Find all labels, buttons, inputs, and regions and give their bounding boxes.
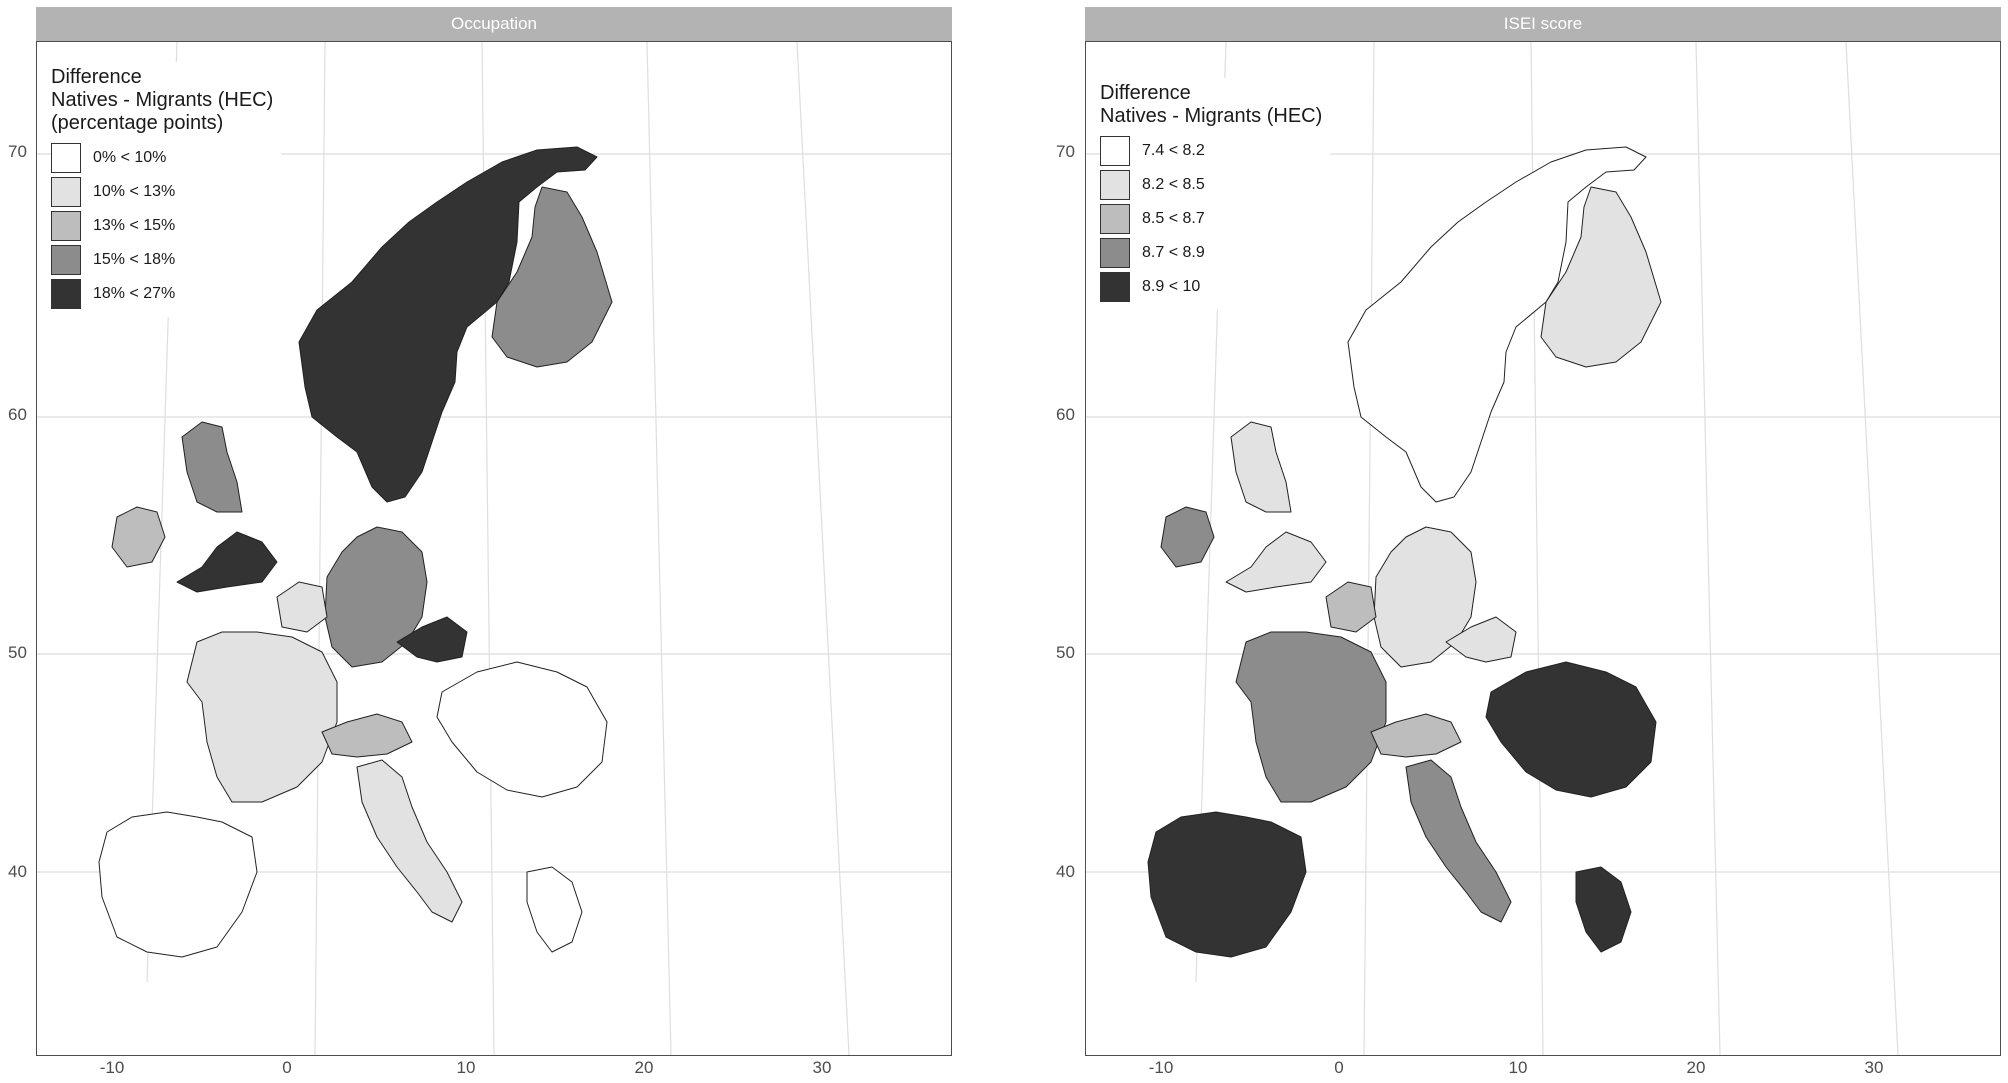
- region-greece: [1575, 866, 1632, 953]
- region-benelux: [1325, 581, 1377, 633]
- isei-map-panel: ISEI score Difference Natives - Migrants…: [1085, 7, 2001, 1056]
- legend-item: 10% < 13%: [51, 175, 273, 209]
- legend-label: 8.7 < 8.9: [1142, 244, 1205, 261]
- legend-title-line: Difference: [51, 66, 142, 88]
- legend-label: 8.5 < 8.7: [1142, 210, 1205, 227]
- x-tick-label: 0: [1334, 1058, 1344, 1077]
- map-plot-area: Difference Natives - Migrants (HEC) (per…: [36, 41, 952, 1056]
- graticule-line: [314, 42, 326, 1055]
- region-alps: [1370, 713, 1462, 758]
- region-ireland: [1160, 506, 1215, 568]
- legend-label: 15% < 18%: [93, 251, 176, 268]
- legend-title: Difference Natives - Migrants (HEC) (per…: [51, 66, 273, 135]
- legend-swatch: [51, 211, 81, 241]
- legend-swatch: [51, 177, 81, 207]
- region-finland: [491, 186, 613, 368]
- x-tick-label: 30: [812, 1058, 832, 1077]
- x-tick-label: -10: [99, 1058, 125, 1077]
- graticule-line: [1695, 42, 1721, 1055]
- legend-item: 8.5 < 8.7: [1100, 202, 1322, 236]
- legend-title-line: Natives - Migrants (HEC): [1100, 105, 1323, 127]
- region-uk-north: [1230, 421, 1292, 513]
- region-iberia: [98, 811, 258, 958]
- panel-strip-title: ISEI score: [1085, 7, 2001, 41]
- legend-swatch: [1100, 136, 1130, 166]
- region-germany: [1373, 526, 1477, 668]
- x-tick-label: 10: [456, 1058, 476, 1077]
- legend-label: 8.2 < 8.5: [1142, 176, 1205, 193]
- region-benelux: [276, 581, 328, 633]
- region-france: [1235, 631, 1387, 803]
- legend-swatch: [1100, 170, 1130, 200]
- map-legend: Difference Natives - Migrants (HEC) 7.4 …: [1100, 78, 1331, 310]
- region-czech: [1445, 616, 1517, 663]
- legend-item: 18% < 27%: [51, 277, 273, 311]
- region-czech: [396, 616, 468, 663]
- graticule-line: [1363, 42, 1375, 1055]
- region-france: [186, 631, 338, 803]
- region-germany: [324, 526, 428, 668]
- graticule-line: [646, 42, 672, 1055]
- region-uk-north: [181, 421, 243, 513]
- legend-label: 13% < 15%: [93, 217, 176, 234]
- legend-item: 15% < 18%: [51, 243, 273, 277]
- y-tick-label: 40: [1056, 862, 1075, 881]
- x-tick-label: 20: [1686, 1058, 1706, 1077]
- region-scandinavia: [298, 146, 598, 503]
- x-tick-label: 30: [1864, 1058, 1884, 1077]
- legend-item: 8.9 < 10: [1100, 270, 1322, 304]
- map-plot-area: Difference Natives - Migrants (HEC) 7.4 …: [1085, 41, 2001, 1056]
- occupation-map-panel: Occupation Difference Natives - Migrants…: [36, 7, 952, 1056]
- region-italy: [1405, 759, 1512, 923]
- y-tick-label: 60: [1056, 405, 1075, 424]
- y-tick-label: 70: [1056, 142, 1075, 161]
- legend-swatch: [1100, 272, 1130, 302]
- region-east: [436, 661, 608, 798]
- x-tick-label: 10: [1508, 1058, 1528, 1077]
- legend-label: 18% < 27%: [93, 285, 176, 302]
- region-alps: [321, 713, 413, 758]
- region-greece: [526, 866, 583, 953]
- x-tick-label: 0: [282, 1058, 292, 1077]
- y-tick-label: 50: [1056, 643, 1075, 662]
- panel-strip-title: Occupation: [36, 7, 952, 41]
- legend-swatch: [51, 279, 81, 309]
- europe-map: [1086, 42, 2000, 1055]
- region-finland: [1540, 186, 1662, 368]
- legend-item: 7.4 < 8.2: [1100, 134, 1322, 168]
- legend-item: 0% < 10%: [51, 141, 273, 175]
- legend-title-line: Difference: [1100, 82, 1191, 104]
- legend-swatch: [51, 245, 81, 275]
- legend-label: 0% < 10%: [93, 149, 167, 166]
- legend-title: Difference Natives - Migrants (HEC): [1100, 82, 1322, 128]
- europe-map: [37, 42, 951, 1055]
- region-iberia: [1147, 811, 1307, 958]
- legend-swatch: [1100, 238, 1130, 268]
- region-uk-south: [1225, 531, 1327, 593]
- legend-item: 8.7 < 8.9: [1100, 236, 1322, 270]
- y-tick-label: 40: [8, 862, 27, 881]
- region-italy: [356, 759, 463, 923]
- x-tick-label: 20: [634, 1058, 654, 1077]
- legend-label: 10% < 13%: [93, 183, 176, 200]
- region-scandinavia: [1347, 146, 1647, 503]
- x-tick-label: -10: [1148, 1058, 1174, 1077]
- legend-item: 8.2 < 8.5: [1100, 168, 1322, 202]
- legend-label: 7.4 < 8.2: [1142, 142, 1205, 159]
- region-ireland: [111, 506, 166, 568]
- legend-swatch: [51, 143, 81, 173]
- y-tick-label: 70: [8, 142, 27, 161]
- map-legend: Difference Natives - Migrants (HEC) (per…: [51, 62, 282, 317]
- region-uk-south: [176, 531, 278, 593]
- graticule-line: [1845, 42, 1899, 1055]
- y-tick-label: 50: [8, 643, 27, 662]
- legend-title-line: (percentage points): [51, 112, 224, 134]
- legend-label: 8.9 < 10: [1142, 278, 1201, 295]
- legend-title-line: Natives - Migrants (HEC): [51, 89, 274, 111]
- y-tick-label: 60: [8, 405, 27, 424]
- region-east: [1485, 661, 1657, 798]
- legend-item: 13% < 15%: [51, 209, 273, 243]
- legend-swatch: [1100, 204, 1130, 234]
- graticule-line: [796, 42, 850, 1055]
